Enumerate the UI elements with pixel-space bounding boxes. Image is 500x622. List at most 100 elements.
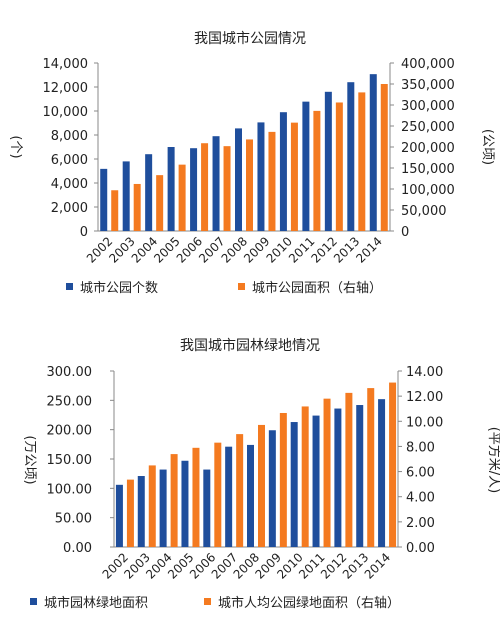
bar-series-1	[356, 405, 364, 547]
right-tick-label: 2.00	[406, 516, 435, 531]
left-tick-label: 6,000	[51, 153, 88, 168]
bar-series-1	[347, 82, 355, 231]
bar-series-1	[225, 446, 233, 547]
bar-series-1	[279, 112, 287, 231]
bar-series-1	[378, 399, 386, 547]
bar-series-2	[335, 102, 343, 231]
left-tick-label: 14,000	[43, 57, 89, 72]
bar-series-2	[126, 479, 134, 547]
legend-label-1: 城市园林绿地面积	[44, 595, 148, 611]
bar-series-2	[367, 388, 375, 547]
bar-series-2	[258, 424, 265, 547]
legend-swatch-2	[238, 283, 245, 290]
right-tick-label: 10.00	[406, 415, 443, 430]
bar-series-1	[369, 74, 377, 231]
legend-swatch-1	[66, 283, 73, 290]
right-tick-label: 0.00	[406, 541, 435, 556]
bar-series-2	[170, 454, 178, 547]
bar-series-1	[203, 469, 211, 547]
bar-series-1	[290, 422, 298, 547]
bar-series-1	[159, 469, 167, 547]
bar-series-2	[380, 84, 388, 231]
left-axis-label: (万公顷)	[22, 435, 37, 484]
right-axis-label: (平方米/人)	[486, 427, 500, 494]
left-tick-label: 50.00	[55, 512, 92, 527]
bar-series-2	[133, 183, 141, 231]
left-axis-label: (个)	[8, 135, 23, 158]
chart-title: 我国城市园林绿地情况	[180, 337, 320, 354]
bar-series-2	[323, 398, 331, 547]
left-tick-label: 2,000	[51, 201, 88, 216]
right-axis-label: (公顷)	[480, 129, 495, 165]
left-tick-label: 300.00	[47, 365, 93, 380]
right-tick-label: 200,000	[401, 141, 455, 156]
left-tick-label: 10,000	[43, 105, 89, 120]
left-tick-label: 200.00	[47, 424, 93, 439]
bar-series-2	[111, 190, 119, 231]
bar-series-1	[334, 408, 342, 547]
left-tick-label: 0	[80, 225, 88, 240]
right-tick-label: 8.00	[406, 440, 435, 455]
right-tick-label: 0	[401, 225, 409, 240]
bar-series-2	[201, 143, 209, 231]
right-tick-label: 14.00	[406, 365, 443, 380]
right-tick-label: 12.00	[406, 390, 443, 405]
left-tick-label: 150.00	[47, 453, 93, 468]
bar-series-1	[190, 148, 198, 231]
bar-series-2	[223, 146, 231, 231]
bar-series-2	[301, 406, 309, 547]
bar-series-2	[214, 442, 222, 547]
bar-series-1	[312, 415, 320, 547]
chart-title: 我国城市公园情况	[194, 30, 306, 47]
bar-series-2	[345, 392, 353, 547]
left-tick-label: 100.00	[47, 482, 93, 497]
right-tick-label: 6.00	[406, 466, 435, 481]
right-tick-label: 300,000	[401, 99, 455, 114]
bar-series-1	[235, 128, 242, 231]
park-chart: 我国城市公园情况 0 2,000 4,000 6,000 8,000 10,000 12,00…	[8, 30, 495, 296]
bar-series-1	[167, 147, 175, 231]
legend-swatch-2	[204, 598, 211, 605]
x-tick-label: 2014	[362, 550, 393, 581]
right-tick-label: 250,000	[401, 120, 455, 135]
left-tick-label: 8,000	[51, 129, 88, 144]
right-tick-label: 50,000	[401, 204, 447, 219]
right-tick-label: 4.00	[406, 491, 435, 506]
bar-series-1	[115, 484, 123, 547]
bar-series-2	[148, 465, 156, 547]
bar-series-1	[100, 168, 108, 231]
bar-series-2	[290, 122, 298, 231]
legend-swatch-1	[30, 598, 37, 605]
greenland-chart: 我国城市园林绿地情况 0.00 50.00 100.00 150.00 200.00 250…	[22, 337, 500, 611]
bar-series-1	[212, 136, 220, 231]
bar-series-2	[279, 412, 287, 547]
legend-label-2: 城市人均公园绿地面积（右轴）	[218, 595, 400, 611]
left-tick-label: 4,000	[51, 177, 88, 192]
bar-series-1	[181, 460, 189, 547]
bar-series-1	[268, 430, 276, 547]
bar-series-2	[246, 139, 253, 231]
left-tick-label: 12,000	[43, 81, 89, 96]
bar-series-2	[236, 434, 244, 547]
bar-series-2	[178, 164, 186, 231]
bar-series-1	[122, 161, 130, 231]
bar-series-2	[268, 131, 276, 231]
left-tick-label: 250.00	[47, 394, 93, 409]
bar-series-1	[137, 476, 145, 547]
bar-series-1	[324, 91, 332, 231]
bar-series-1	[257, 122, 265, 231]
bar-series-2	[192, 447, 200, 547]
bar-series-2	[358, 92, 366, 232]
right-tick-label: 100,000	[401, 183, 455, 198]
x-tick-label: 2014	[353, 234, 384, 265]
legend-label-2: 城市公园面积（右轴）	[252, 280, 382, 296]
bar-series-1	[145, 154, 153, 231]
right-tick-label: 150,000	[401, 162, 455, 177]
right-tick-label: 350,000	[401, 78, 455, 93]
bar-series-2	[156, 175, 164, 231]
bar-series-1	[247, 444, 254, 547]
right-tick-label: 400,000	[401, 57, 455, 72]
bar-series-2	[313, 110, 321, 231]
bar-series-2	[389, 382, 397, 547]
